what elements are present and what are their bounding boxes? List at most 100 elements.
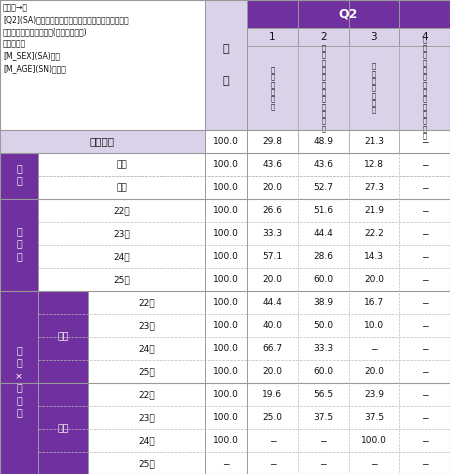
Text: 25歳: 25歳	[113, 275, 130, 284]
Text: 51.6: 51.6	[313, 206, 333, 215]
Text: −: −	[370, 344, 378, 353]
Bar	[348, 222, 399, 245]
Bar	[205, 130, 247, 153]
Bar	[88, 406, 205, 429]
Text: −: −	[421, 160, 428, 169]
Bar	[348, 268, 399, 291]
Text: 4: 4	[421, 32, 428, 42]
Text: 20.0: 20.0	[262, 183, 283, 192]
Text: 52.7: 52.7	[313, 183, 333, 192]
Bar	[399, 46, 450, 130]
Text: −: −	[421, 229, 428, 238]
Text: 43.6: 43.6	[262, 160, 283, 169]
Text: 22歳: 22歳	[138, 298, 155, 307]
Text: 37.5: 37.5	[364, 413, 384, 422]
Text: −: −	[421, 298, 428, 307]
Text: 23歳: 23歳	[113, 229, 130, 238]
Bar	[247, 176, 298, 199]
Bar	[348, 245, 399, 268]
Text: 100.0: 100.0	[213, 344, 239, 353]
Bar	[247, 28, 450, 46]
Text: 28.6: 28.6	[313, 252, 333, 261]
Text: 100.0: 100.0	[213, 390, 239, 399]
Text: 23歳: 23歳	[138, 413, 155, 422]
Text: 100.0: 100.0	[213, 436, 239, 445]
Bar	[298, 452, 348, 474]
Bar	[399, 268, 450, 291]
Bar	[298, 291, 348, 314]
Text: 21.3: 21.3	[364, 137, 384, 146]
Text: −: −	[421, 252, 428, 261]
Bar	[399, 337, 450, 360]
Bar	[247, 429, 298, 452]
Text: −: −	[421, 275, 428, 284]
Bar	[205, 314, 247, 337]
Text: 1: 1	[269, 32, 276, 42]
Bar	[205, 199, 247, 222]
Bar	[298, 383, 348, 406]
Bar	[348, 337, 399, 360]
Bar	[399, 176, 450, 199]
Bar	[247, 291, 298, 314]
Text: 26.6: 26.6	[262, 206, 283, 215]
Text: 性
別
×
年
齢
別: 性 別 × 年 齢 別	[15, 347, 23, 419]
Bar	[298, 268, 348, 291]
Bar	[298, 406, 348, 429]
Text: Q2: Q2	[339, 8, 358, 20]
Text: 100.0: 100.0	[213, 252, 239, 261]
Text: 14.3: 14.3	[364, 252, 384, 261]
Text: 24歳: 24歳	[138, 344, 155, 353]
Bar	[298, 153, 348, 176]
Text: −: −	[421, 367, 428, 376]
Text: 100.0: 100.0	[213, 183, 239, 192]
Bar	[348, 291, 399, 314]
Bar	[348, 46, 399, 130]
Bar	[399, 130, 450, 153]
Text: 20.0: 20.0	[364, 275, 384, 284]
Bar	[399, 314, 450, 337]
Text: −: −	[421, 344, 428, 353]
Text: 56.5: 56.5	[313, 390, 333, 399]
Bar	[298, 222, 348, 245]
Bar	[247, 268, 298, 291]
Bar	[205, 268, 247, 291]
Bar	[88, 452, 205, 474]
Bar	[38, 222, 205, 245]
Text: 学
習
方
法
で
あ
る
こ
と
を
知
ら
な
い: 学 習 方 法 で あ る こ と を 知 ら な い	[423, 37, 427, 139]
Bar	[0, 153, 38, 199]
Bar	[205, 153, 247, 176]
Bar	[88, 360, 205, 383]
Text: 37.5: 37.5	[313, 413, 333, 422]
Bar	[38, 268, 205, 291]
Text: −: −	[320, 459, 327, 468]
Text: 22.2: 22.2	[364, 229, 384, 238]
Text: 100.0: 100.0	[213, 160, 239, 169]
Bar	[298, 314, 348, 337]
Bar	[348, 176, 399, 199]
Bar	[38, 153, 205, 176]
Bar	[298, 199, 348, 222]
Text: 20.0: 20.0	[262, 367, 283, 376]
Bar	[88, 383, 205, 406]
Bar	[247, 0, 450, 28]
Text: −: −	[269, 436, 276, 445]
Text: −: −	[320, 436, 327, 445]
Text: −: −	[421, 137, 428, 146]
Text: 25.0: 25.0	[262, 413, 283, 422]
Text: −: −	[421, 206, 428, 215]
Text: 19.6: 19.6	[262, 390, 283, 399]
Bar	[348, 153, 399, 176]
Text: 20.0: 20.0	[262, 275, 283, 284]
Text: 27.3: 27.3	[364, 183, 384, 192]
Text: 48.9: 48.9	[313, 137, 333, 146]
Bar	[0, 199, 38, 291]
Bar	[38, 245, 205, 268]
Text: 25歳: 25歳	[138, 367, 155, 376]
Text: 100.0: 100.0	[213, 206, 239, 215]
Text: −: −	[421, 390, 428, 399]
Bar	[38, 176, 205, 199]
Text: −: −	[421, 436, 428, 445]
Text: 性
別: 性 別	[16, 165, 22, 187]
Text: 10.0: 10.0	[364, 321, 384, 330]
Text: −: −	[421, 183, 428, 192]
